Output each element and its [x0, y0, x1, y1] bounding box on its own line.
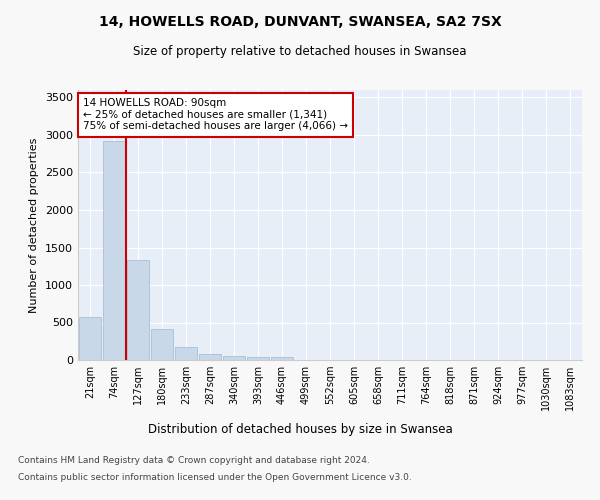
Text: Contains public sector information licensed under the Open Government Licence v3: Contains public sector information licen… [18, 474, 412, 482]
Y-axis label: Number of detached properties: Number of detached properties [29, 138, 40, 312]
Bar [199, 354, 221, 360]
Bar [127, 260, 149, 360]
Bar [151, 329, 173, 360]
Bar [175, 347, 197, 360]
Text: 14 HOWELLS ROAD: 90sqm
← 25% of detached houses are smaller (1,341)
75% of semi-: 14 HOWELLS ROAD: 90sqm ← 25% of detached… [83, 98, 348, 132]
Text: Contains HM Land Registry data © Crown copyright and database right 2024.: Contains HM Land Registry data © Crown c… [18, 456, 370, 465]
Bar [103, 141, 125, 360]
Text: Size of property relative to detached houses in Swansea: Size of property relative to detached ho… [133, 45, 467, 58]
Text: Distribution of detached houses by size in Swansea: Distribution of detached houses by size … [148, 422, 452, 436]
Bar [247, 356, 269, 360]
Bar [79, 318, 101, 360]
Bar [223, 356, 245, 360]
Bar [271, 357, 293, 360]
Text: 14, HOWELLS ROAD, DUNVANT, SWANSEA, SA2 7SX: 14, HOWELLS ROAD, DUNVANT, SWANSEA, SA2 … [98, 15, 502, 29]
